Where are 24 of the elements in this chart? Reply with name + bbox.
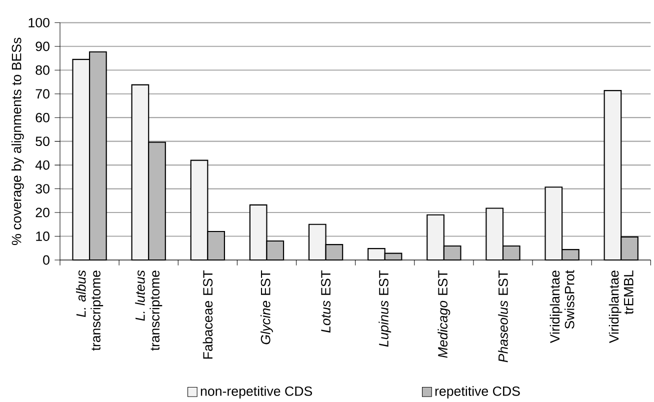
y-tick-label: 40 — [35, 160, 50, 170]
y-tick-label: 70 — [36, 89, 50, 99]
x-tick-label: Glycine EST — [260, 270, 273, 344]
y-tick-label: 0 — [43, 255, 50, 265]
y-tick-label: 10 — [36, 232, 50, 241]
x-tick-label: Lotus EST — [321, 270, 331, 333]
y-tick-label: 20 — [36, 208, 50, 218]
y-tick-label: 80 — [36, 65, 50, 75]
x-tick-label: Medicago EST — [438, 270, 450, 358]
y-tick-label: 50 — [36, 136, 50, 146]
y-tick-label: 30 — [36, 184, 50, 194]
y-axis-title: % coverage by alignments to BESs — [11, 38, 24, 245]
y-tick-label: 60 — [36, 112, 50, 122]
x-tick-label: Viridiplantae trEMBL — [608, 270, 634, 344]
x-tick-label: L. luteus transcriptome — [135, 270, 162, 351]
x-tick-label: Viridiplantae SwissProt — [550, 270, 574, 344]
x-tick-label: Lupinus EST — [378, 270, 392, 347]
x-tick-label: Fabaceae EST — [202, 270, 213, 359]
y-tick-label: 100 — [28, 18, 50, 28]
y-tick-label: 90 — [36, 42, 50, 52]
legend-label: repetitive CDS — [435, 386, 520, 399]
x-tick-label: Phaseolus EST — [498, 270, 508, 362]
x-tick-label: L. albus transcriptome — [76, 270, 104, 351]
legend-label: non-repetitive CDS — [200, 386, 312, 399]
